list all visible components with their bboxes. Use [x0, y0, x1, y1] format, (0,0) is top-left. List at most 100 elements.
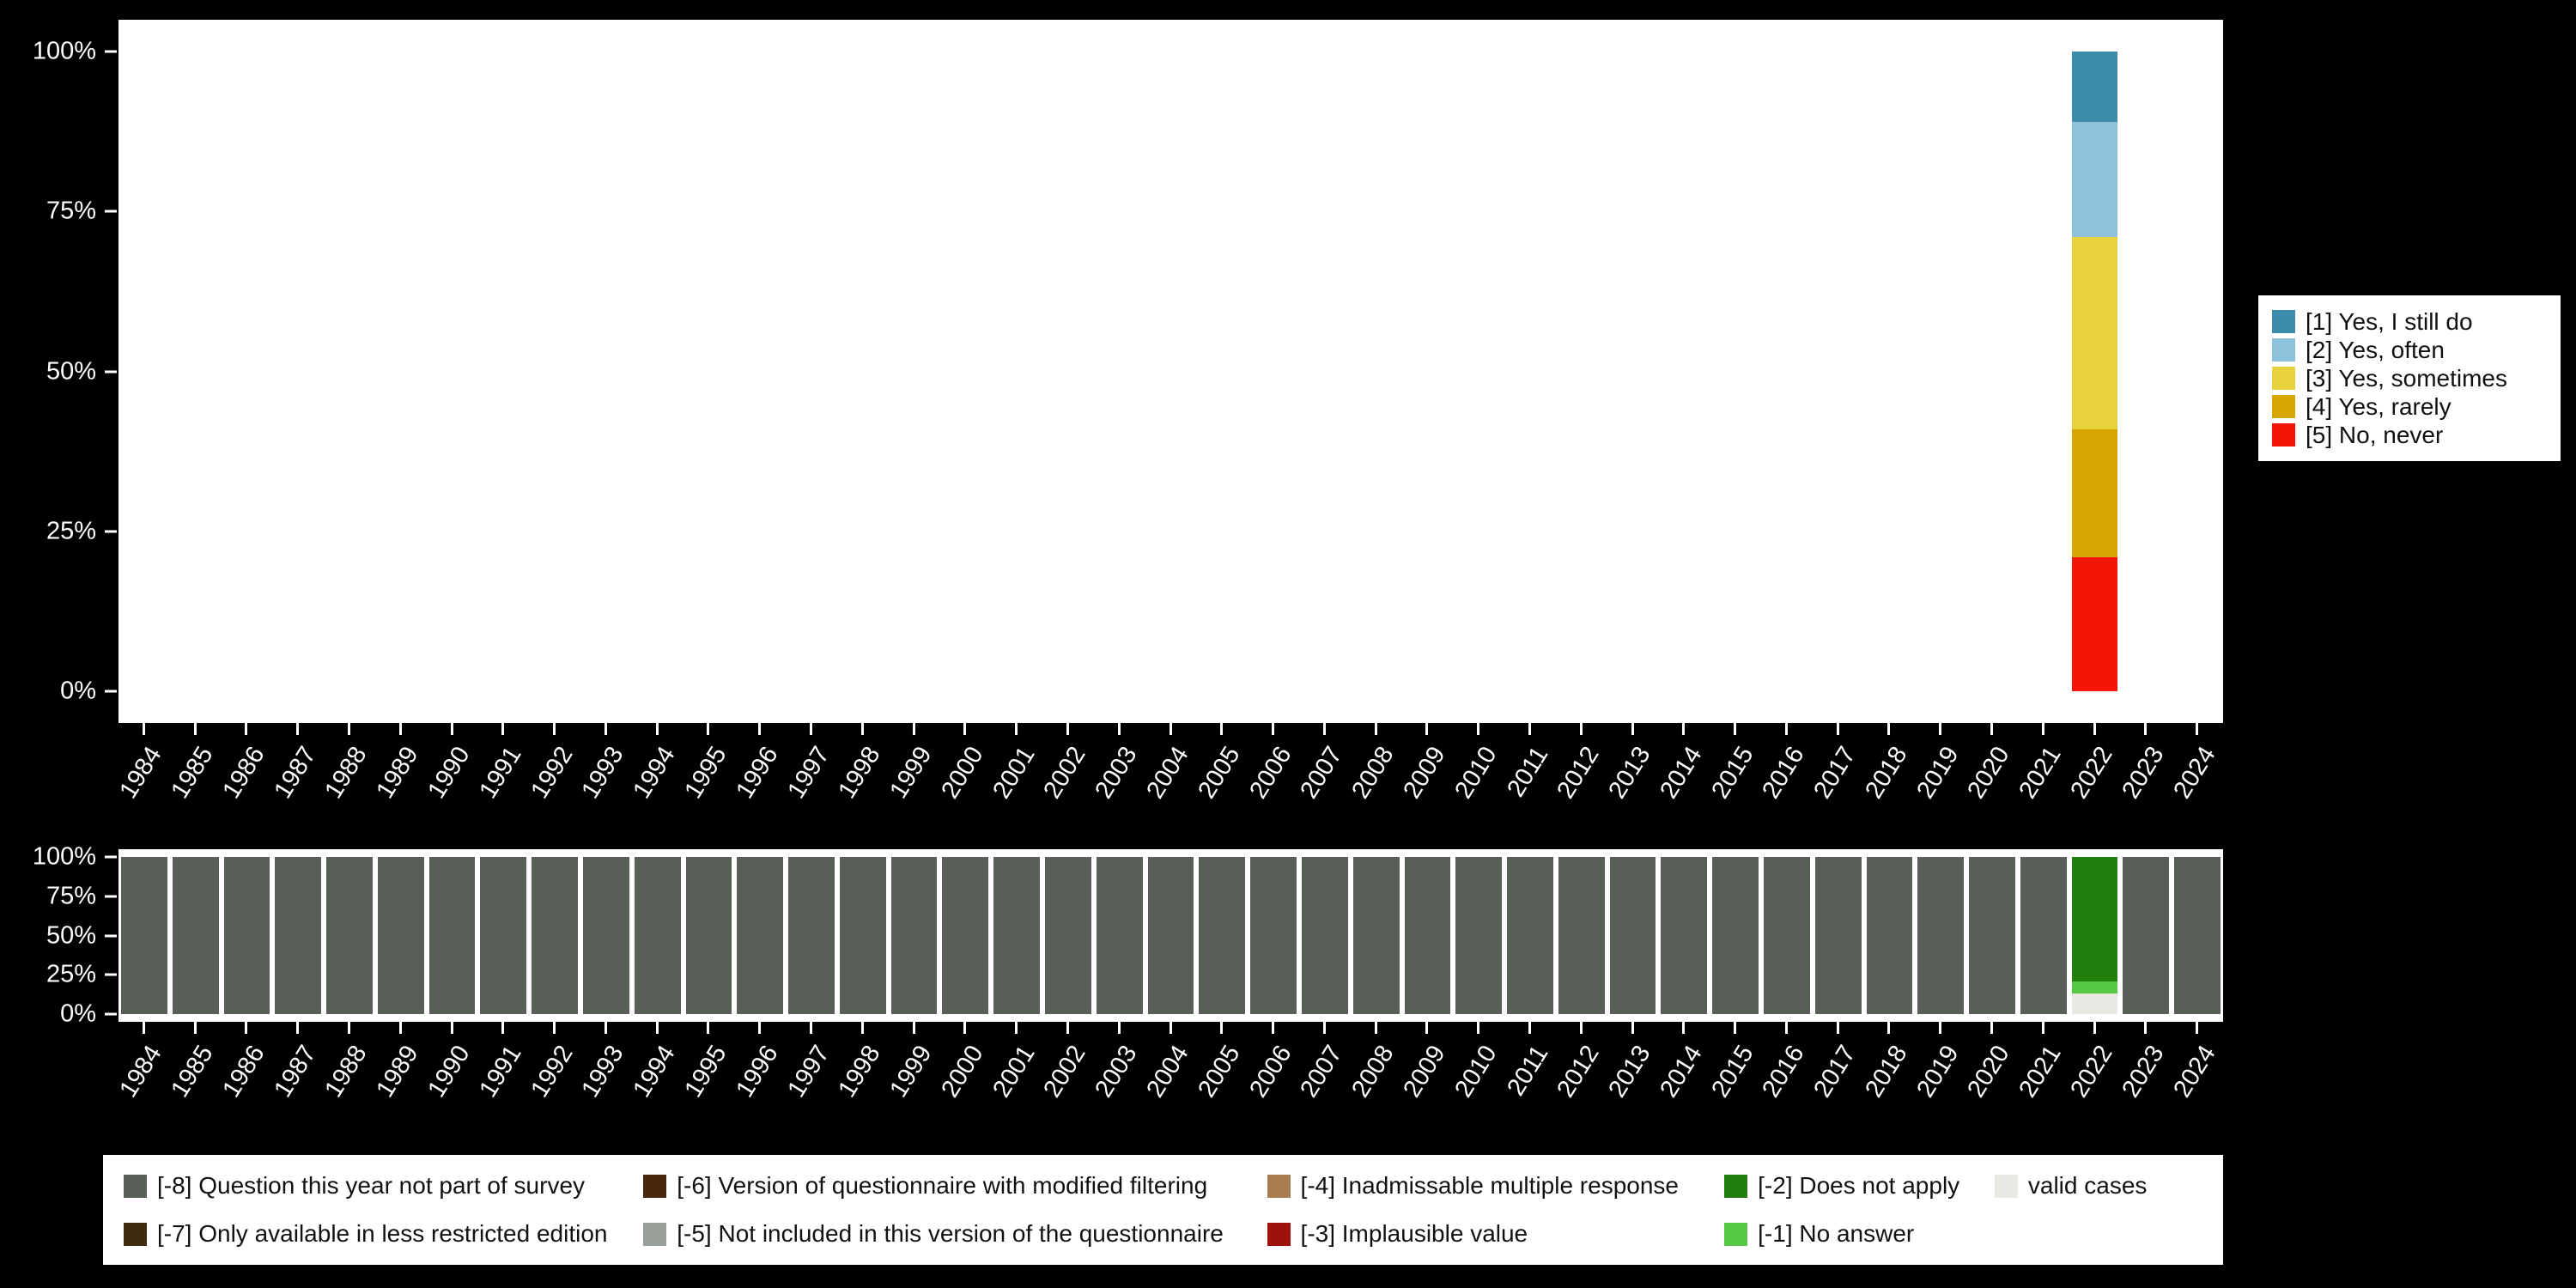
y-tick: [105, 530, 117, 533]
x-tick-label: 1989: [371, 1041, 424, 1103]
y-tick-label: 25%: [46, 517, 96, 545]
y-tick-label: 25%: [46, 960, 96, 988]
bar-segment: [2071, 428, 2118, 557]
x-tick: [758, 723, 762, 735]
x-tick-label: 2014: [1655, 742, 1708, 804]
legend-item: [4] Yes, rarely: [2272, 392, 2547, 421]
x-tick: [296, 1022, 300, 1034]
x-tick-label: 1991: [474, 742, 527, 804]
x-tick-label: 2003: [1090, 1041, 1143, 1103]
y-tick: [105, 370, 117, 373]
legend-item: [-5] Not included in this version of the…: [643, 1220, 1267, 1248]
x-tick: [1631, 1022, 1634, 1034]
x-tick-label: 2020: [1962, 1041, 2016, 1103]
x-tick: [296, 723, 300, 735]
x-tick: [2041, 1022, 2044, 1034]
legend-label: [-8] Question this year not part of surv…: [157, 1172, 586, 1199]
legend-item: [-6] Version of questionnaire with modif…: [643, 1172, 1267, 1200]
bar-segment: [480, 857, 527, 1014]
x-tick: [553, 723, 556, 735]
x-tick: [1015, 723, 1018, 735]
x-tick: [450, 1022, 453, 1034]
x-tick-label: 1984: [114, 1041, 168, 1103]
x-tick-label: 1998: [833, 1041, 886, 1103]
response-chart-y-axis: 0% 25% 50% 75% 100%: [0, 20, 118, 723]
bar-segment: [993, 857, 1041, 1014]
legend-item: [2] Yes, often: [2272, 336, 2547, 364]
x-tick-label: 1998: [833, 742, 886, 804]
x-tick: [1117, 723, 1121, 735]
bar-segment: [737, 857, 784, 1014]
legend-label: [-1] No answer: [1758, 1220, 1915, 1247]
x-tick-label: 2021: [2014, 1041, 2067, 1103]
legend-item: [5] No, never: [2272, 421, 2547, 449]
x-tick-label: 2019: [1911, 742, 1965, 804]
x-tick-label: 1990: [422, 742, 476, 804]
x-tick: [1322, 723, 1326, 735]
x-tick-label: 2021: [2014, 742, 2067, 804]
x-tick: [2196, 1022, 2199, 1034]
y-tick-label: 75%: [46, 197, 96, 225]
legend-label: [2] Yes, often: [2306, 336, 2445, 363]
bar-segment: [120, 857, 167, 1014]
y-tick-label: 100%: [32, 842, 96, 871]
x-tick-label: 1987: [269, 1041, 322, 1103]
bar-segment: [2071, 556, 2118, 692]
x-tick-label: 2024: [2167, 1041, 2221, 1103]
x-tick-label: 2015: [1705, 742, 1759, 804]
y-tick-label: 50%: [46, 357, 96, 385]
x-tick-label: 2022: [2065, 1041, 2118, 1103]
x-tick: [1887, 1022, 1891, 1034]
x-tick-label: 1989: [371, 742, 424, 804]
x-tick: [1734, 723, 1737, 735]
x-tick-label: 1988: [319, 1041, 374, 1103]
x-tick: [2196, 723, 2199, 735]
x-tick: [1528, 723, 1531, 735]
legend-swatch: [124, 1174, 147, 1198]
x-tick-label: 1984: [114, 742, 168, 804]
legend-label: [-3] Implausible value: [1300, 1220, 1528, 1247]
bar-segment: [2071, 857, 2118, 981]
x-tick-label: 2002: [1038, 742, 1092, 804]
x-tick-label: 2011: [1501, 742, 1554, 802]
x-tick: [142, 1022, 145, 1034]
x-tick: [142, 723, 145, 735]
bar-segment: [1250, 857, 1297, 1014]
x-tick: [1579, 723, 1583, 735]
x-tick-label: 2024: [2167, 742, 2221, 804]
x-tick: [1374, 1022, 1377, 1034]
x-tick: [1836, 723, 1839, 735]
bar-segment: [1969, 857, 2015, 1014]
x-tick: [2144, 1022, 2148, 1034]
x-tick: [1374, 723, 1377, 735]
x-tick: [655, 723, 659, 735]
x-tick: [1117, 1022, 1121, 1034]
x-tick: [1066, 723, 1069, 735]
x-tick-label: 1994: [628, 742, 681, 804]
x-tick: [1784, 1022, 1788, 1034]
bar-segment: [1763, 857, 1810, 1014]
x-tick-label: 1985: [166, 742, 219, 804]
x-tick: [1272, 1022, 1275, 1034]
x-tick-label: 1999: [884, 742, 938, 804]
bar-segment: [839, 857, 886, 1014]
x-tick: [1169, 1022, 1172, 1034]
x-tick-label: 1997: [781, 1041, 835, 1103]
x-tick: [860, 1022, 864, 1034]
legend-label: valid cases: [2027, 1172, 2148, 1199]
bar-segment: [2123, 857, 2170, 1014]
legend-item: [1] Yes, I still do: [2272, 307, 2547, 336]
x-tick-label: 2015: [1705, 1041, 1759, 1103]
legend-label: [-6] Version of questionnaire with modif…: [677, 1172, 1208, 1199]
x-tick-label: 2022: [2065, 742, 2118, 804]
legend-item: [-7] Only available in less restricted e…: [124, 1220, 643, 1248]
bar-segment: [1045, 857, 1091, 1014]
bar-segment: [377, 857, 424, 1014]
y-tick-label: 0%: [60, 677, 96, 705]
x-tick-label: 2012: [1552, 1041, 1605, 1103]
missing-legend: [-8] Question this year not part of surv…: [103, 1155, 2223, 1265]
bar-segment: [223, 857, 270, 1014]
bar-segment: [788, 857, 835, 1014]
x-tick: [2093, 723, 2096, 735]
x-tick-label: 2007: [1295, 742, 1348, 804]
